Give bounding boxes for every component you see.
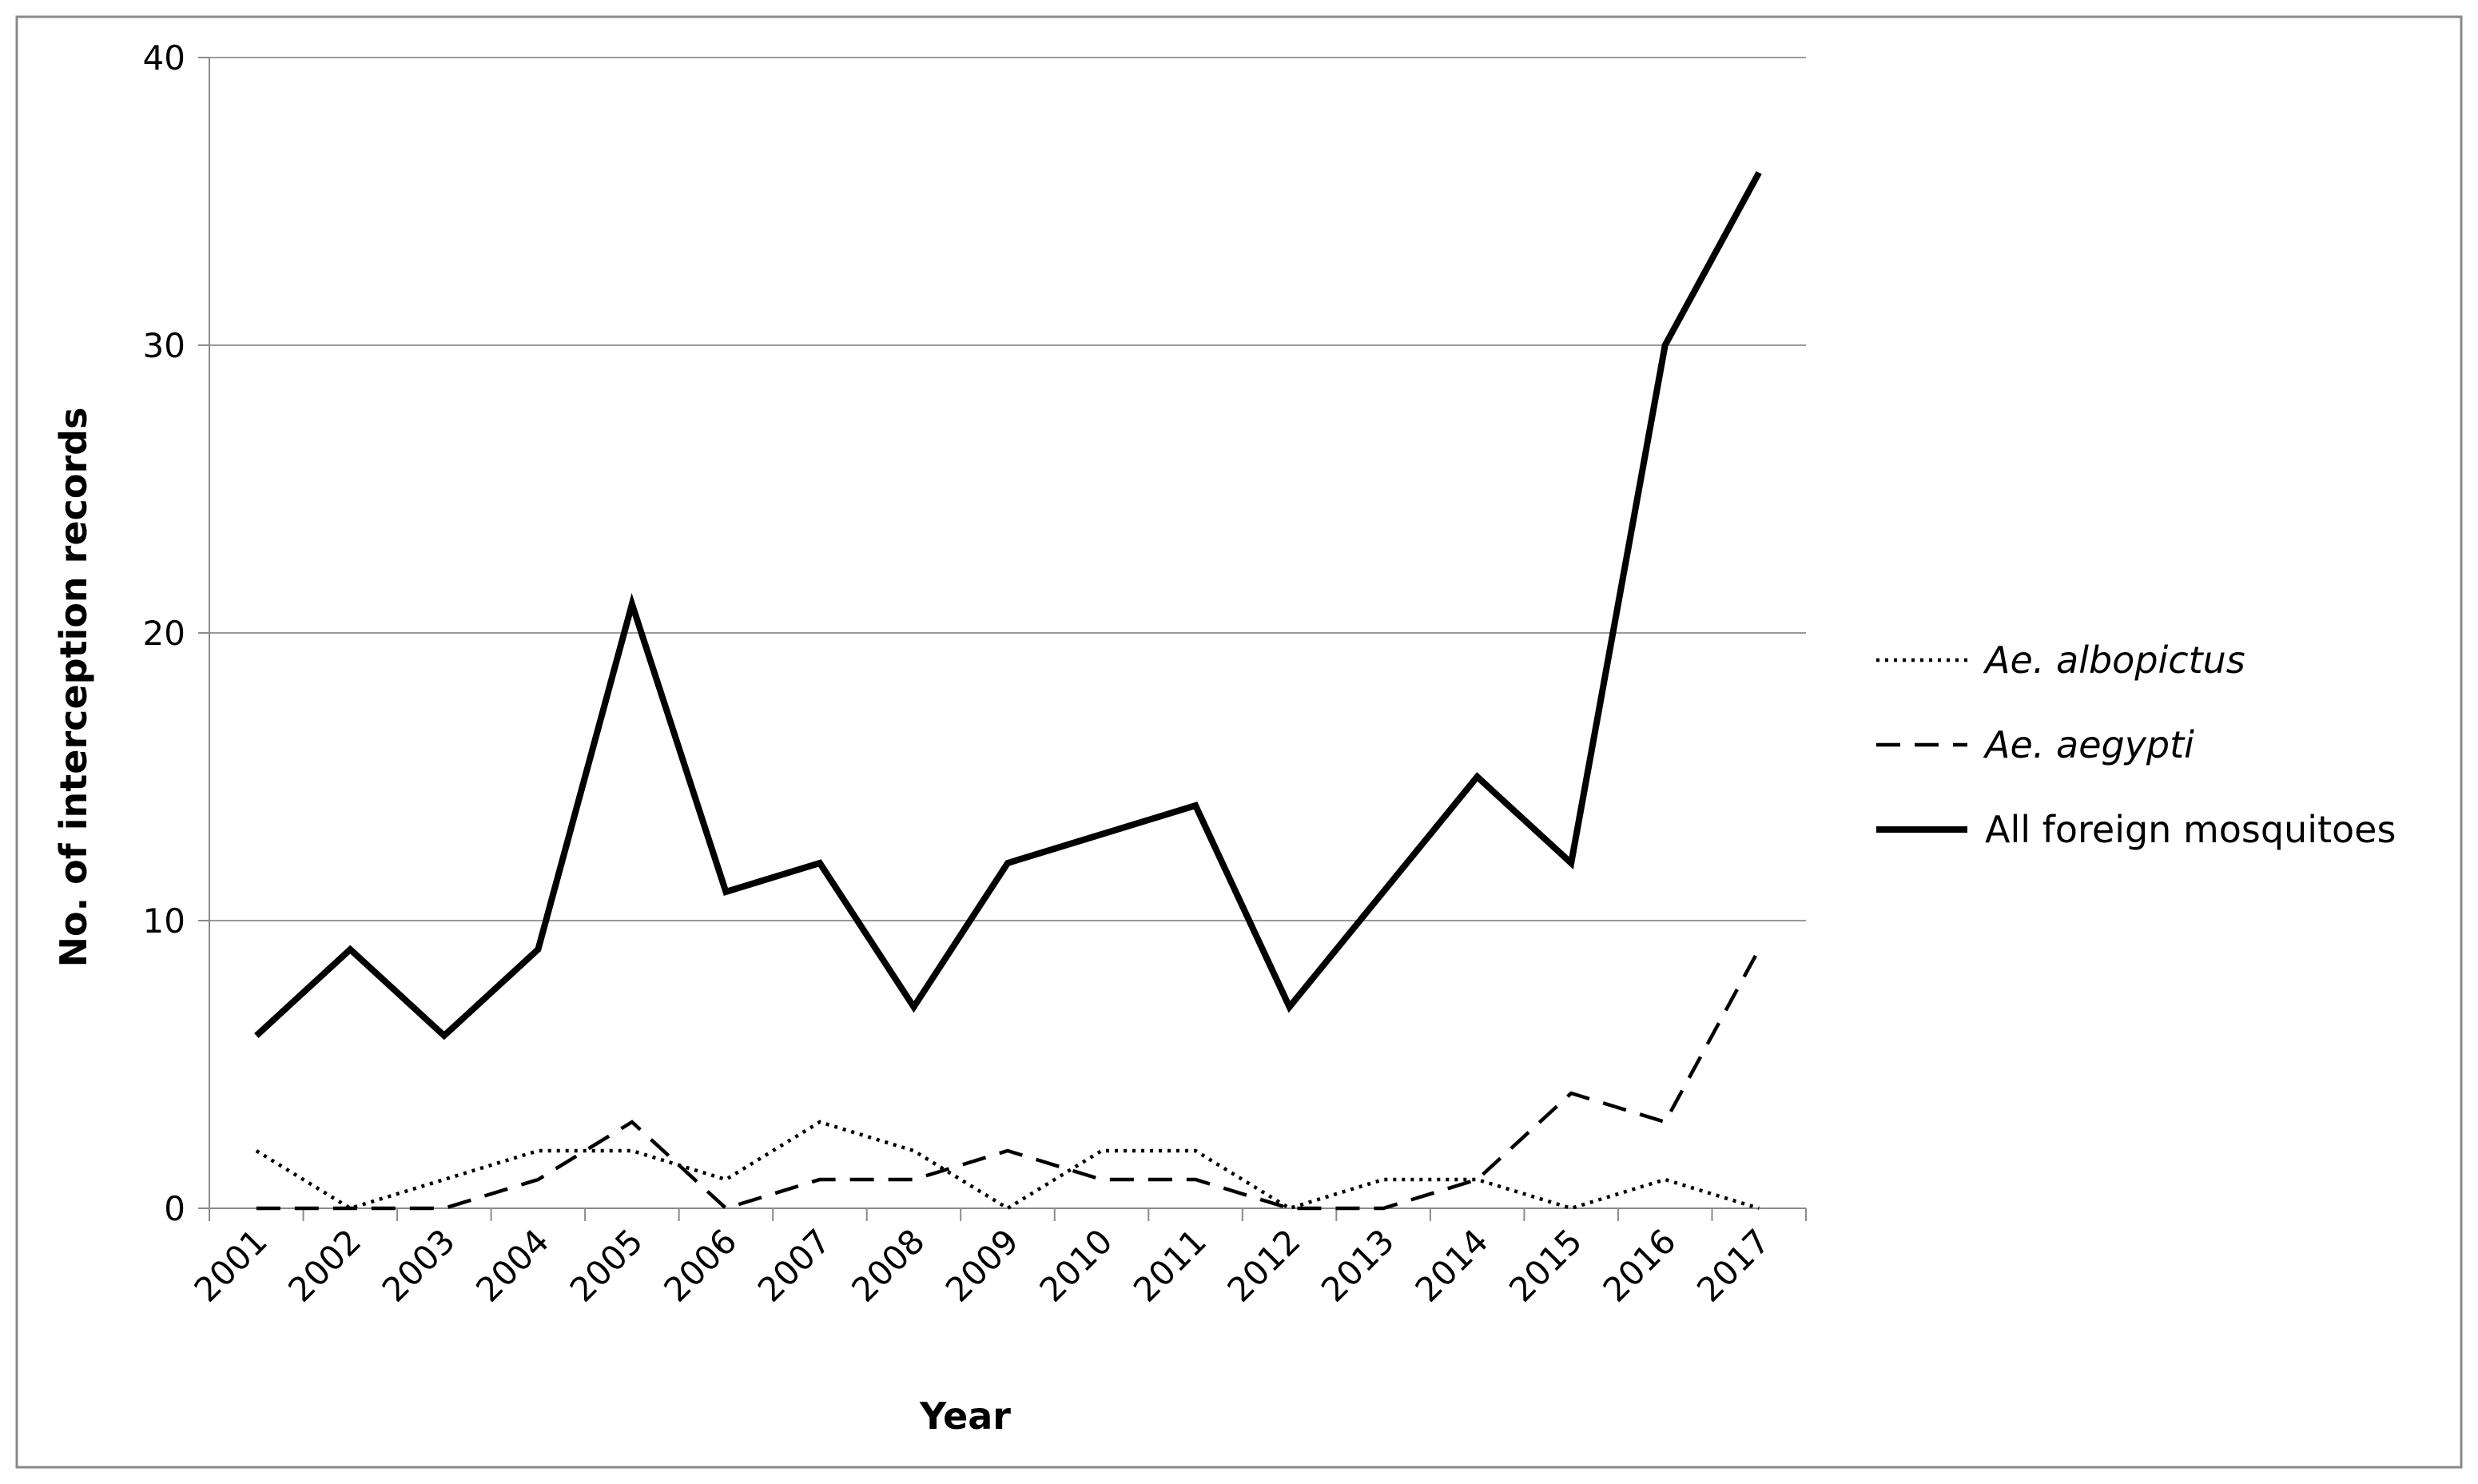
y-tick-label: 0 <box>164 1189 185 1228</box>
grid-lines <box>209 57 1806 921</box>
axes <box>198 57 1807 1221</box>
y-tick-label: 40 <box>143 38 185 78</box>
legend: Ae. albopictus Ae. aegypti All foreign mos… <box>1876 639 2396 851</box>
series-line-2 <box>256 948 1761 1211</box>
legend-label-1: Ae. albopictus <box>1983 639 2245 682</box>
x-axis-title: Year <box>919 1394 1011 1438</box>
legend-label-2: Ae. aegypti <box>1983 723 2194 766</box>
series-line-1 <box>255 1120 1760 1211</box>
series-line-3 <box>254 171 1762 1040</box>
y-axis-title: No. of interception records <box>52 408 95 968</box>
chart-frame <box>15 15 2463 1469</box>
y-tick-label: 20 <box>143 614 185 653</box>
series-lines <box>254 171 1762 1211</box>
legend-label-3: All foreign mosquitoes <box>1985 808 2396 851</box>
y-tick-label: 30 <box>143 326 185 365</box>
y-tick-label: 10 <box>143 901 185 941</box>
